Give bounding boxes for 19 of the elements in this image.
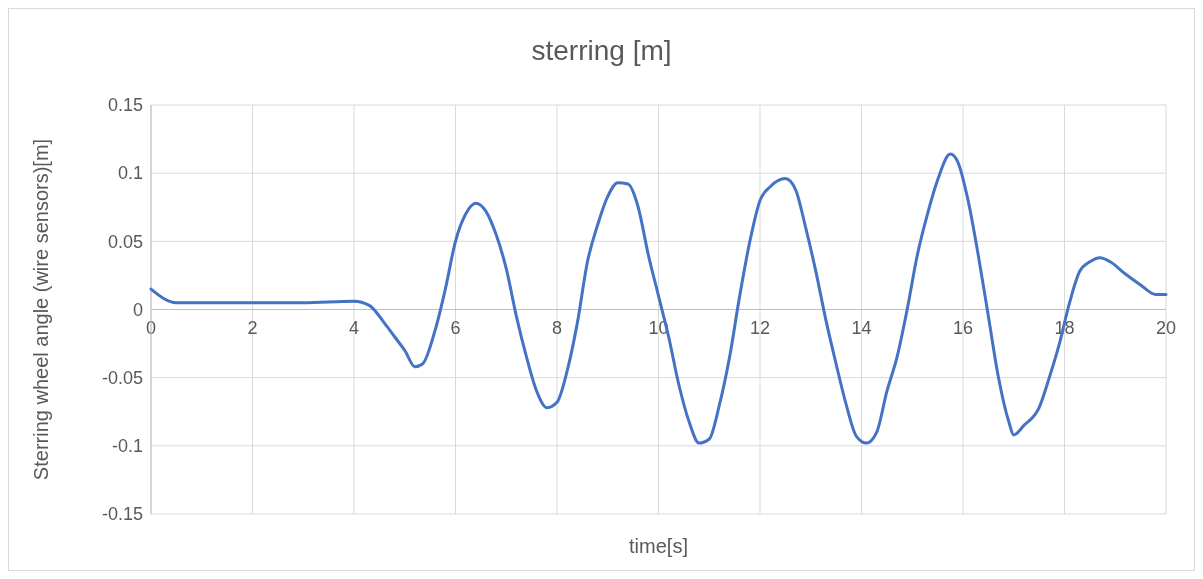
y-tick-label: 0.1 [117, 163, 143, 184]
x-tick-label: 20 [1155, 317, 1177, 338]
x-axis-title: time[s] [629, 535, 688, 557]
x-tick-label: 4 [348, 317, 360, 338]
x-tick-label: 2 [247, 317, 258, 338]
y-tick-label: -0.05 [101, 367, 143, 388]
x-tick-label: 0 [145, 317, 157, 338]
y-axis-title: Sterring wheel angle (wire sensors)[m] [30, 138, 52, 481]
y-tick-label: 0.15 [107, 95, 143, 116]
x-tick-label: 16 [952, 317, 974, 338]
x-tick-label: 14 [851, 317, 872, 338]
y-tick-label: 0.05 [107, 231, 143, 252]
y-tick-label: -0.1 [111, 436, 143, 457]
x-tick-label: 12 [749, 317, 771, 338]
y-tick-label: -0.15 [101, 504, 143, 525]
x-tick-label: 6 [450, 317, 461, 338]
y-tick-label: 0 [132, 299, 143, 320]
x-tick-label: 8 [551, 317, 563, 338]
chart-title: sterring [m] [531, 35, 672, 66]
